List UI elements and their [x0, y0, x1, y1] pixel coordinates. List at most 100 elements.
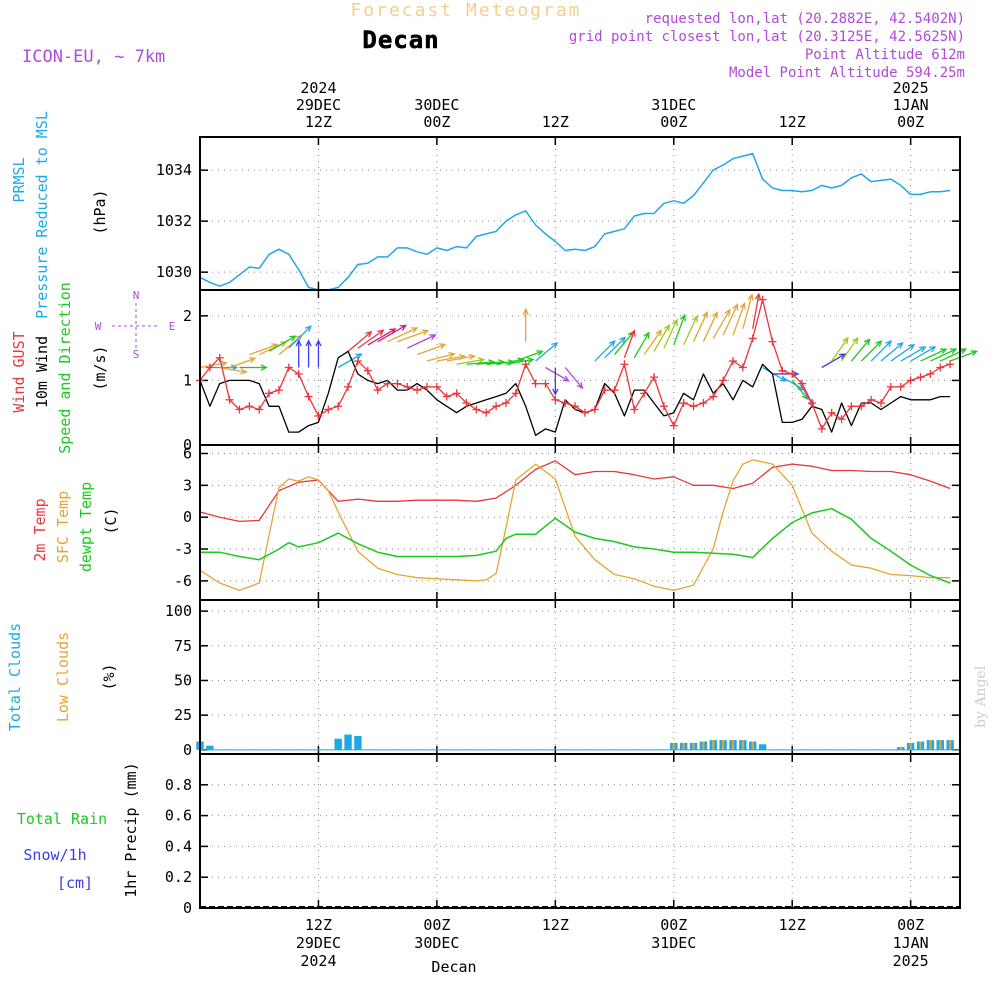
wind-gust-marker: [561, 399, 570, 408]
wind-gust-marker: [324, 405, 333, 414]
panel-temperature: -6 -3 0 3 6: [174, 444, 961, 601]
wind-direction-arrow: [219, 366, 248, 375]
wind-direction-arrow: [347, 330, 373, 352]
location-title: Decan: [362, 26, 439, 54]
grid-point-coordinates: grid point closest lon,lat (20.3125E, 42…: [569, 29, 965, 45]
wind-direction-arrow: [397, 329, 430, 343]
wind-gust-marker: [245, 402, 254, 411]
y-tick-label: 1034: [156, 161, 192, 179]
wind-gust-marker: [235, 405, 244, 414]
y-tick-label: 2: [183, 307, 192, 325]
wind-direction-arrow: [229, 357, 257, 369]
bottom-axis-year: 2025: [893, 952, 929, 970]
temp-units: (C): [102, 507, 120, 534]
wind-direction-arrow: [752, 292, 762, 329]
bottom-axis-hour: 12Z: [779, 916, 806, 934]
total-rain-label: Total Rain: [17, 810, 107, 828]
wind-gust-marker: [926, 369, 935, 378]
bottom-axis-date: 31DEC: [651, 934, 696, 952]
model-point-altitude: Model Point Altitude 594.25m: [729, 65, 965, 81]
wind-units: (m/s): [91, 345, 109, 390]
wind-direction-arrow: [446, 353, 476, 362]
compass-n: N: [133, 289, 140, 302]
wind-gust-marker: [867, 395, 876, 404]
wind-direction-arrow: [337, 353, 363, 369]
wind-direction-arrow: [545, 366, 570, 382]
footer-location: Decan: [431, 958, 476, 976]
compass-w: W: [95, 320, 102, 333]
wind-gust-marker: [916, 373, 925, 382]
wind-gust-marker: [255, 405, 264, 414]
wind-gust-marker: [600, 386, 609, 395]
wind-gust-marker: [215, 353, 224, 362]
wind-gust-marker: [403, 382, 412, 391]
top-axis-year: 2025: [893, 79, 929, 97]
pressure-line: [199, 152, 951, 291]
panel-frame: [199, 753, 961, 909]
top-axis-hour: 12Z: [542, 113, 569, 131]
top-axis-hour: 00Z: [423, 113, 450, 131]
wind-gust-marker: [334, 402, 343, 411]
low-clouds-bar: [712, 740, 715, 750]
low-clouds-bar: [751, 741, 754, 750]
wind-direction-arrow: [880, 341, 904, 362]
wind-direction-arrow: [426, 351, 456, 362]
total-clouds-bar: [758, 744, 767, 750]
wind-direction-arrow: [416, 343, 447, 356]
wind-gust-marker: [294, 369, 303, 378]
wind-gust-label: Wind GUST: [10, 331, 28, 412]
wind-direction-arrow: [722, 303, 739, 336]
wind-direction-arrow: [890, 344, 916, 362]
wind-direction-arrow: [515, 350, 544, 362]
wind-gust-marker: [383, 379, 392, 388]
wind-gust-marker: [640, 389, 649, 398]
wind-gust-marker: [531, 379, 540, 388]
wind-direction-arrow: [295, 339, 302, 368]
wind-direction-arrow: [535, 341, 559, 362]
low-clouds-bar: [919, 741, 922, 750]
wind-gust-marker: [650, 373, 659, 382]
wind-direction-arrow: [910, 346, 937, 362]
requested-coordinates: requested lon,lat (20.2882E, 42.5402N): [645, 11, 965, 27]
compass-e: E: [169, 320, 176, 333]
wind-gust-marker: [946, 360, 955, 369]
panel-frame: [199, 444, 961, 601]
wind-gust-marker: [373, 386, 382, 395]
wind-direction-arrow: [456, 357, 486, 365]
wind-gust-marker: [758, 295, 767, 304]
wind-gust-marker: [906, 376, 915, 385]
wind-gust-marker: [699, 399, 708, 408]
total-clouds-label: Total Clouds: [6, 623, 24, 731]
wind-direction-arrow: [920, 348, 948, 362]
y-tick-label: -6: [174, 572, 192, 590]
y-tick-label: 1032: [156, 212, 192, 230]
wind-gust-marker: [314, 411, 323, 420]
y-tick-label: 100: [165, 602, 192, 620]
panel-pressure: 1030 1032 1034: [156, 136, 961, 291]
wind-gust-marker: [798, 379, 807, 388]
low-clouds-bar: [682, 742, 685, 750]
wind-direction-arrow: [633, 331, 650, 359]
y-tick-label: 25: [174, 706, 192, 724]
wind-gust-marker: [225, 395, 234, 404]
wind-direction-arrow: [357, 329, 385, 349]
wind-gust-marker: [413, 386, 422, 395]
wind-gust-marker: [709, 392, 718, 401]
y-tick-label: 0.4: [165, 837, 192, 855]
wind-gust-marker: [728, 357, 737, 366]
bottom-axis-hour: 12Z: [542, 916, 569, 934]
y-tick-label: -3: [174, 540, 192, 558]
low-clouds-bar: [672, 742, 675, 750]
low-clouds-bar: [929, 740, 932, 750]
dewpoint-line: [200, 507, 951, 584]
wind-gust-marker: [482, 408, 491, 417]
y-tick-label: 0: [183, 741, 192, 759]
wind-gust-marker: [432, 382, 441, 391]
pressure-units: (hPa): [91, 189, 109, 234]
wind-direction-arrow: [939, 348, 968, 362]
wind-gust-marker: [551, 395, 560, 404]
wind-gust-marker: [748, 334, 757, 343]
top-axis-year: 2024: [300, 79, 336, 97]
